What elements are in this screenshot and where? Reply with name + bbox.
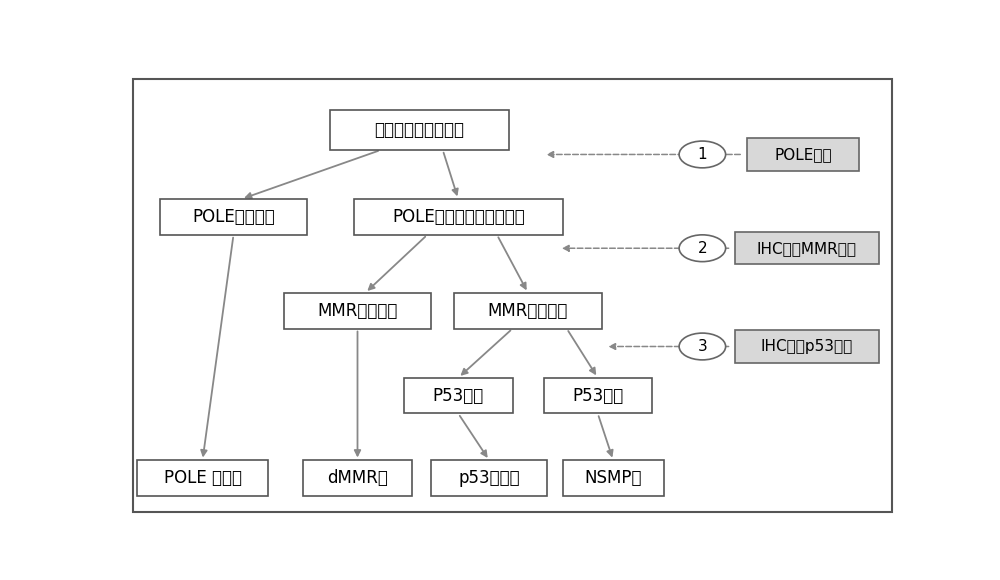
FancyBboxPatch shape bbox=[160, 199, 307, 235]
Text: POLE测序: POLE测序 bbox=[774, 147, 832, 162]
Text: P53野生: P53野生 bbox=[572, 387, 623, 405]
Text: 子宫内膜癌组织标本: 子宫内膜癌组织标本 bbox=[374, 121, 464, 139]
FancyBboxPatch shape bbox=[330, 110, 509, 150]
Text: dMMR型: dMMR型 bbox=[327, 469, 388, 487]
Text: IHC检测p53蛋白: IHC检测p53蛋白 bbox=[761, 339, 853, 354]
FancyBboxPatch shape bbox=[544, 378, 652, 414]
FancyBboxPatch shape bbox=[284, 293, 431, 329]
Circle shape bbox=[679, 235, 726, 262]
Text: IHC检测MMR蛋白: IHC检测MMR蛋白 bbox=[757, 241, 857, 256]
Circle shape bbox=[679, 141, 726, 168]
Text: 2: 2 bbox=[698, 241, 707, 256]
Text: NSMP型: NSMP型 bbox=[584, 469, 642, 487]
Text: 3: 3 bbox=[698, 339, 707, 354]
Text: P53突变: P53突变 bbox=[433, 387, 484, 405]
Circle shape bbox=[679, 333, 726, 360]
Text: POLE 突变型: POLE 突变型 bbox=[164, 469, 242, 487]
Text: POLE致病突变: POLE致病突变 bbox=[192, 208, 275, 226]
Text: MMR表达缺失: MMR表达缺失 bbox=[317, 302, 398, 320]
FancyBboxPatch shape bbox=[563, 461, 664, 496]
Text: 1: 1 bbox=[698, 147, 707, 162]
FancyBboxPatch shape bbox=[303, 461, 412, 496]
FancyBboxPatch shape bbox=[137, 461, 268, 496]
Text: POLE无突变或非致病突变: POLE无突变或非致病突变 bbox=[392, 208, 525, 226]
FancyBboxPatch shape bbox=[431, 461, 547, 496]
Text: p53突变型: p53突变型 bbox=[458, 469, 520, 487]
FancyBboxPatch shape bbox=[354, 199, 563, 235]
FancyBboxPatch shape bbox=[735, 232, 879, 264]
FancyBboxPatch shape bbox=[454, 293, 602, 329]
Text: MMR表达完整: MMR表达完整 bbox=[488, 302, 568, 320]
FancyBboxPatch shape bbox=[735, 331, 879, 362]
FancyBboxPatch shape bbox=[404, 378, 512, 414]
FancyBboxPatch shape bbox=[747, 139, 859, 171]
